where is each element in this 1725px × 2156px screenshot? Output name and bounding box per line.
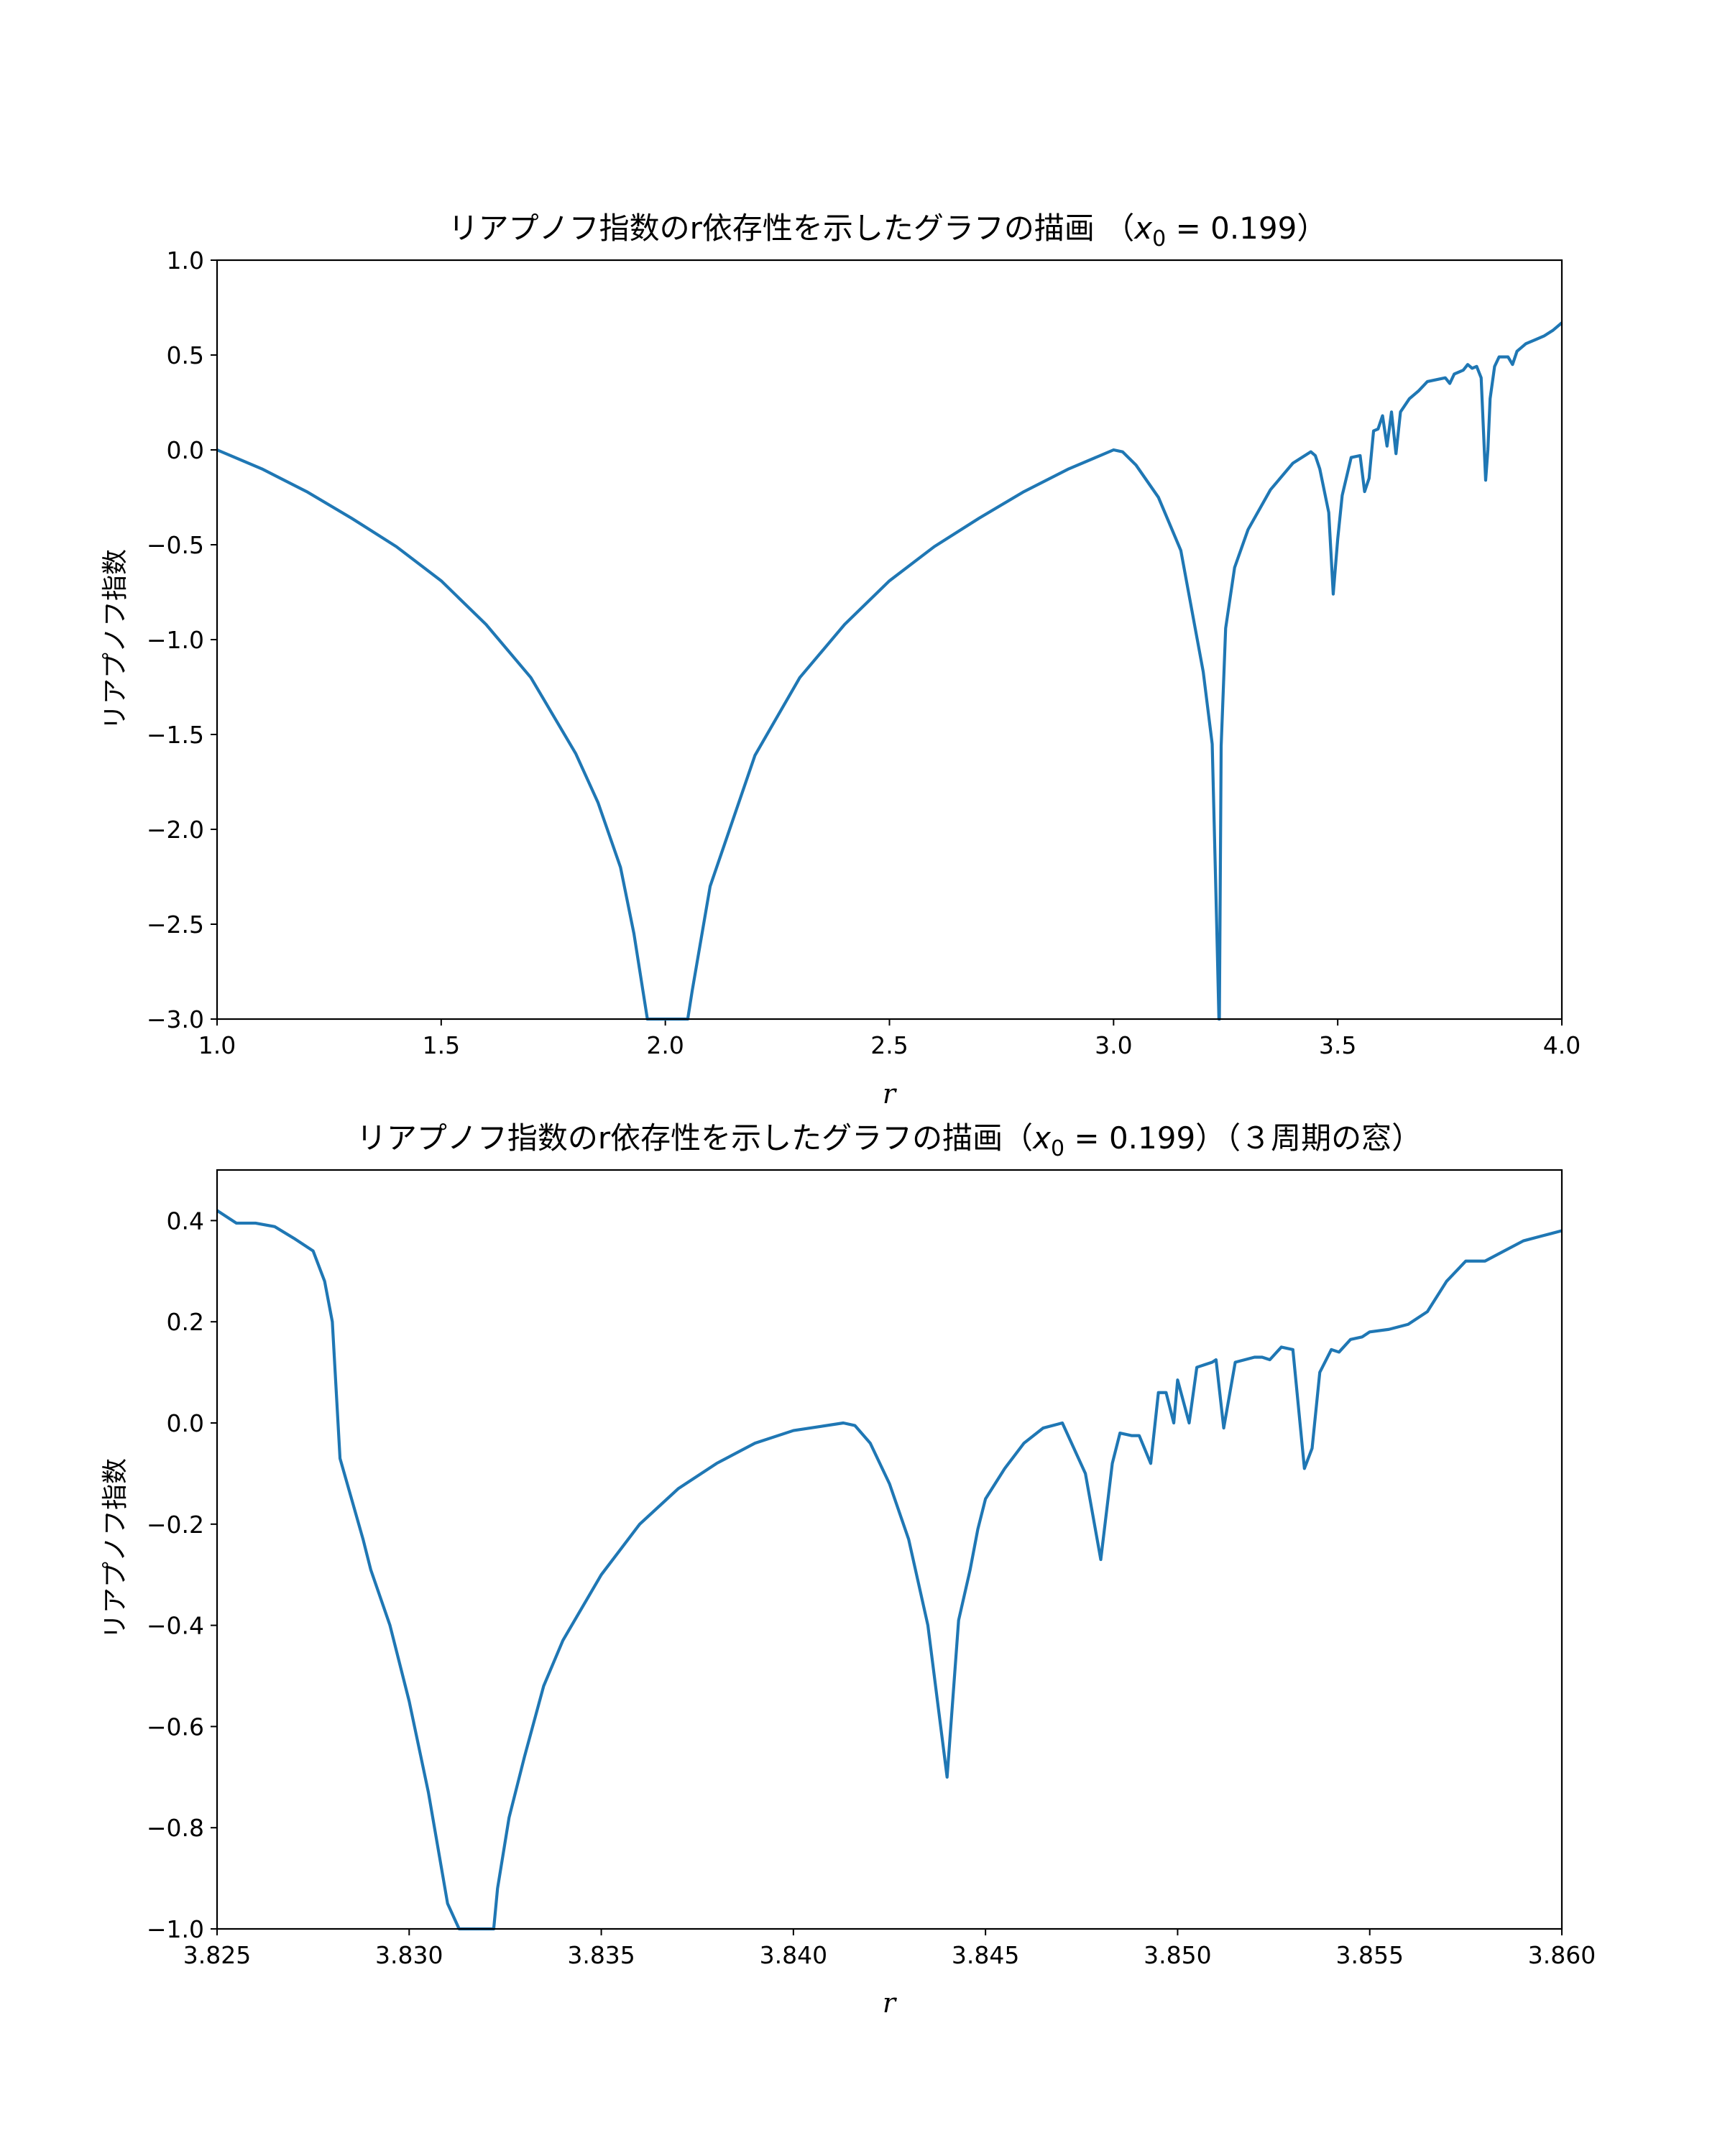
chart-top-title: リアプノフ指数のr依存性を示したグラフの描画 （x0 = 0.199） [448, 211, 1328, 252]
chart-bottom-y-axis-label: リアプノフ指数 [101, 1458, 130, 1639]
chart-bottom-x-tick-label: 3.850 [1144, 1941, 1211, 1969]
chart-bottom-x-axis-label: r [883, 1987, 898, 2019]
chart-bottom: リアプノフ指数のr依存性を示したグラフの描画（x0 = 0.199）（３周期の窓… [101, 1120, 1596, 2019]
chart-top-y-tick-label: −1.5 [147, 721, 204, 749]
chart-bottom-ticks: 3.825 3.830 3.835 3.840 3.845 3.850 3.855 3.860… [147, 1207, 1596, 1969]
chart-top-y-tick-label: −0.5 [147, 531, 204, 559]
chart-top-x-tick-label: 2.0 [646, 1031, 684, 1059]
chart-bottom-y-tick-label: 0.0 [167, 1409, 204, 1437]
chart-bottom-x-tick-label: 3.840 [760, 1941, 827, 1969]
chart-top-y-tick-label: 0.0 [167, 436, 204, 464]
chart-bottom-series-line [216, 1209, 1563, 1931]
chart-top-x-axis-label: r [883, 1078, 898, 1110]
chart-bottom-x-tick-label: 3.830 [375, 1941, 443, 1969]
chart-top-x-tick-label: 3.0 [1095, 1031, 1132, 1059]
chart-bottom-y-tick-label: −0.6 [147, 1713, 204, 1741]
chart-bottom-x-tick-label: 3.835 [567, 1941, 635, 1969]
chart-top-plot-frame [216, 259, 1563, 1021]
chart-bottom-x-tick-label: 3.845 [952, 1941, 1019, 1969]
chart-bottom-y-tick-label: 0.4 [167, 1207, 204, 1235]
chart-top-ticks: 1.0 1.5 2.0 2.5 3.0 3.5 4.0 1.0 0.5 0.0 −0.5 −1.0 −1… [147, 247, 1581, 1059]
chart-bottom-plot-frame [216, 1169, 1563, 1930]
chart-top-y-tick-label: −1.0 [147, 626, 204, 654]
chart-bottom-x-tick-label: 3.825 [183, 1941, 251, 1969]
chart-top-y-axis-label: リアプノフ指数 [101, 549, 130, 730]
chart-top-y-tick-label: −2.0 [147, 816, 204, 844]
chart-top: リアプノフ指数のr依存性を示したグラフの描画 （x0 = 0.199） 1.0 1… [101, 211, 1581, 1110]
chart-bottom-title: リアプノフ指数のr依存性を示したグラフの描画（x0 = 0.199）（３周期の窓… [356, 1120, 1422, 1161]
chart-top-y-tick-label: 1.0 [167, 247, 204, 275]
chart-bottom-x-tick-label: 3.855 [1335, 1941, 1403, 1969]
chart-top-y-tick-label: −2.5 [147, 911, 204, 939]
chart-top-x-tick-label: 1.0 [198, 1031, 236, 1059]
chart-bottom-x-tick-label: 3.860 [1528, 1941, 1596, 1969]
chart-top-x-tick-label: 2.5 [870, 1031, 908, 1059]
chart-bottom-y-tick-label: −0.4 [147, 1612, 204, 1640]
chart-bottom-y-tick-label: −1.0 [147, 1915, 204, 1943]
chart-top-y-tick-label: −3.0 [147, 1005, 204, 1033]
chart-top-x-tick-label: 3.5 [1319, 1031, 1356, 1059]
chart-top-y-tick-label: 0.5 [167, 341, 204, 369]
chart-bottom-y-tick-label: −0.2 [147, 1511, 204, 1539]
chart-top-x-tick-label: 4.0 [1543, 1031, 1581, 1059]
chart-bottom-y-tick-label: −0.8 [147, 1814, 204, 1842]
chart-bottom-y-tick-label: 0.2 [167, 1308, 204, 1336]
chart-top-x-tick-label: 1.5 [423, 1031, 460, 1059]
